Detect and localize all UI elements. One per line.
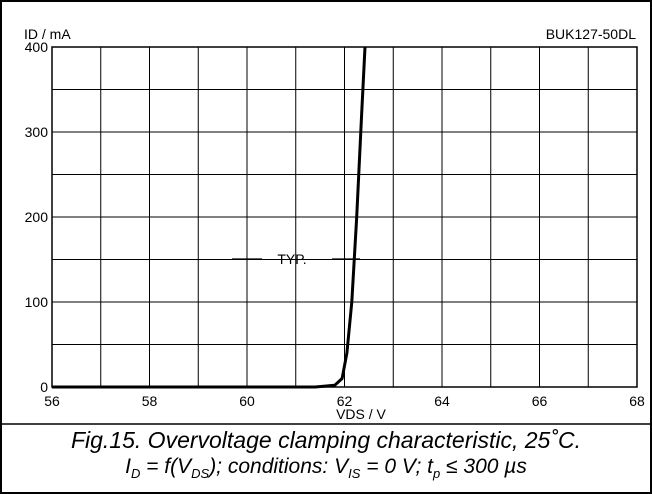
- y-tick-label: 200: [25, 209, 49, 225]
- x-tick-label: 62: [337, 393, 353, 409]
- series-line-typical: [52, 46, 367, 389]
- x-tick-label: 58: [142, 393, 158, 409]
- y-axis-label: ID / mA: [24, 26, 71, 42]
- x-tick-label: 56: [44, 393, 60, 409]
- caption-vds-sub: DS: [191, 466, 210, 482]
- caption-tp-sub: p: [432, 466, 441, 482]
- x-tick-label: 60: [239, 393, 255, 409]
- y-tick-label: 100: [25, 294, 49, 310]
- caption-id: I: [125, 455, 131, 478]
- x-tick-label: 64: [434, 393, 450, 409]
- x-tick-label: 68: [629, 393, 645, 409]
- y-tick-labels: 0 100 200 300 400: [25, 39, 49, 395]
- y-tick-label: 0: [40, 379, 48, 395]
- caption-id-sub: D: [130, 466, 141, 482]
- caption-vis-sub: IS: [348, 466, 361, 482]
- grid-lines: [52, 47, 637, 387]
- x-axis-label: VDS / V: [336, 406, 386, 422]
- figure-caption-conditions: ID = f(VDS); conditions: VIS = 0 V; tp ≤…: [6, 455, 646, 481]
- curve-annotation: TYP.: [232, 251, 360, 267]
- caption-rest: = 0 V; t: [360, 455, 433, 478]
- curve-label: TYP.: [277, 251, 306, 267]
- x-tick-labels: 56 58 60 62 64 66 68: [44, 393, 645, 409]
- figure-caption-title: Fig.15. Overvoltage clamping characteris…: [70, 427, 582, 453]
- caption-end: ≤ 300 µs: [440, 455, 527, 478]
- y-tick-label: 300: [25, 124, 49, 140]
- y-tick-label: 400: [25, 39, 49, 55]
- part-number-label: BUK127-50DL: [546, 26, 636, 42]
- x-tick-label: 66: [532, 393, 548, 409]
- caption-eq: = f(V: [140, 455, 192, 478]
- plot-frame: [51, 46, 638, 388]
- caption-cond: ); conditions: V: [209, 455, 349, 478]
